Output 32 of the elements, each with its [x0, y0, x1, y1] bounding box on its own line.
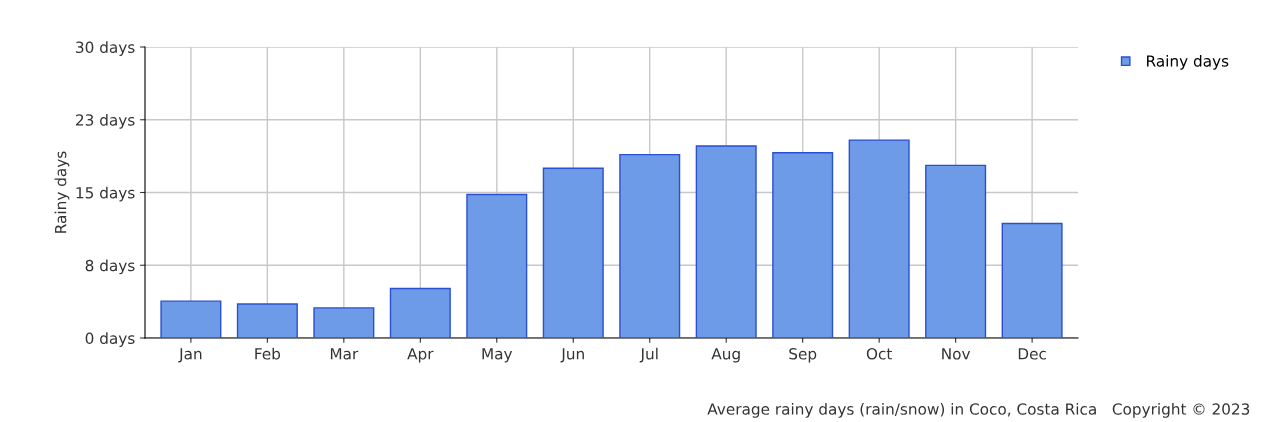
x-tick-label: May: [482, 348, 513, 363]
text: Average rainy days (rain/snow) in Coco, Costa Rica Copyright © 2023: [707, 402, 1250, 418]
bar: [695, 145, 757, 338]
bar: [619, 153, 681, 338]
y-tick-label: 30 days: [76, 41, 135, 56]
y-axis-title: Rainy days: [54, 151, 70, 233]
x-tick-label: Aug: [711, 348, 740, 363]
legend-label: Rainy days: [1147, 54, 1229, 70]
x-tick-label: Nov: [942, 348, 971, 360]
x-tick-label: Jul: [639, 347, 658, 363]
bar: [389, 287, 451, 338]
bar: [772, 152, 834, 338]
x-tick-label: Oct: [866, 347, 893, 360]
bar: [1001, 222, 1063, 338]
y-tick-label: 15 days: [76, 186, 135, 202]
y-tick-label: 0 days: [85, 332, 135, 347]
y-tick-label: 23 days: [76, 113, 135, 129]
x-tick-label: Jan: [178, 348, 202, 363]
bar: [160, 300, 222, 338]
x-tick-label: Mar: [330, 348, 359, 360]
bar: [236, 303, 298, 338]
y-tick-label: 8 days: [85, 259, 135, 275]
x-tick-label: Jun: [560, 348, 584, 363]
bar: [313, 307, 375, 338]
bar: [848, 139, 910, 338]
x-tick-label: Apr: [407, 348, 434, 363]
x-tick-label: Feb: [255, 347, 281, 360]
bar: [542, 167, 604, 338]
x-tick-label: Sep: [789, 347, 817, 363]
bar: [925, 164, 987, 338]
bar: [466, 193, 528, 338]
x-tick-label: Dec: [1018, 348, 1046, 360]
